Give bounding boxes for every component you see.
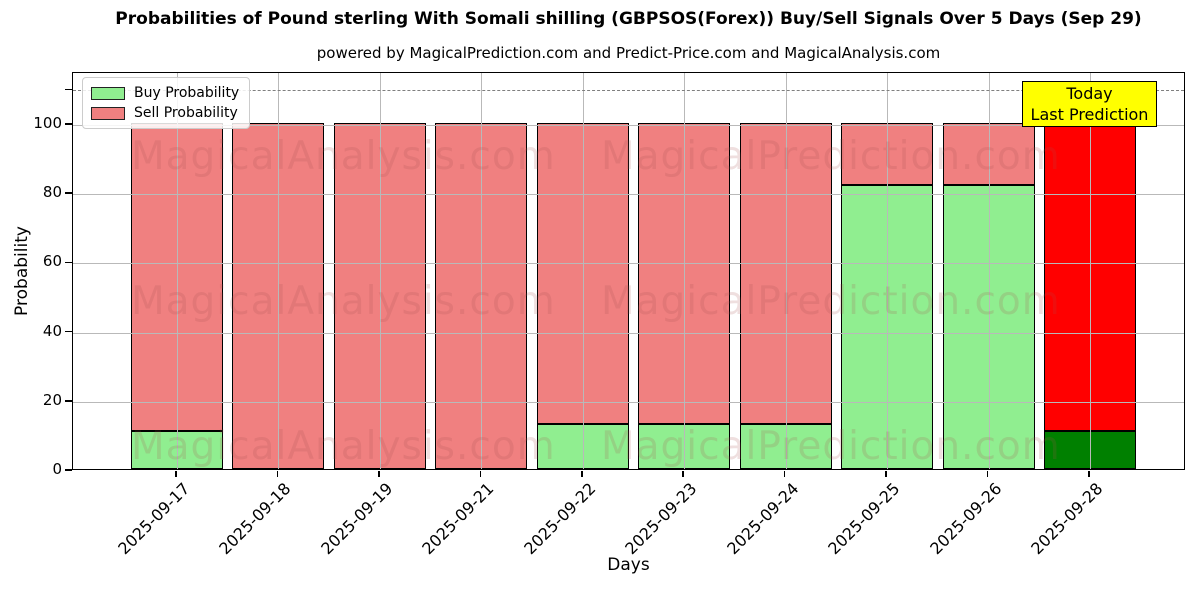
v-gridline [684,73,686,469]
legend-item-buy: Buy Probability [91,83,239,103]
x-tick-label-text: 2025-09-21 [418,479,498,559]
v-gridline [1089,73,1091,469]
v-gridline [481,73,483,469]
x-tick-label-text: 2025-09-25 [824,479,904,559]
v-gridline [582,73,584,469]
x-tick-label-text: 2025-09-26 [925,479,1005,559]
v-gridline [177,73,178,469]
y-axis-label: Probability [12,226,32,316]
y-tick-label: 40 [42,321,62,340]
watermark-text: MagicalPrediction.com [601,424,1061,469]
y-tick [65,330,72,333]
x-tick-label-text: 2025-09-19 [317,479,397,559]
legend-label-buy: Buy Probability [134,85,240,101]
plot-area: MagicalAnalysis.com MagicalPrediction.com… [72,72,1185,470]
x-tick [885,471,887,477]
watermark-text: MagicalAnalysis.com [131,134,556,179]
y-tick [65,192,72,194]
today-annotation: Today Last Prediction [1022,81,1157,127]
y-tick-label: 0 [52,460,62,478]
dashed-guideline [73,90,1184,92]
h-gridline [73,124,1184,126]
y-tick [65,469,72,471]
y-tick [65,88,72,91]
y-tick [65,400,72,402]
watermark-text: MagicalAnalysis.com [131,424,556,469]
x-tick-label-text: 2025-09-18 [215,479,295,559]
watermark-layer: MagicalAnalysis.com MagicalPrediction.com… [73,73,1184,469]
x-axis-label: Days [607,555,650,575]
y-tick-label: 60 [42,252,62,271]
h-gridline [73,332,1184,334]
x-tick [783,471,786,477]
v-gridline [887,73,889,469]
x-tick-label-text: 2025-09-17 [114,479,194,559]
x-tick [276,471,279,477]
v-gridline [785,73,787,469]
x-tick-label-text: 2025-09-28 [1027,479,1107,559]
x-tick [1088,471,1090,477]
legend: Buy Probability Sell Probability [82,77,251,129]
v-gridline [988,73,990,469]
x-tick [682,471,684,477]
today-annotation-line1: Today [1066,84,1113,103]
sell-color-swatch [91,106,125,120]
x-tick [175,471,177,477]
buy-color-swatch [91,86,125,100]
y-tick-label: 100 [33,113,62,132]
x-tick-label-text: 2025-09-22 [520,479,600,559]
today-annotation-line2: Last Prediction [1030,105,1149,124]
x-tick-label-text: 2025-09-23 [621,479,701,559]
watermark-text: MagicalPrediction.com [601,279,1061,324]
h-gridline [73,194,1184,196]
y-tick [65,123,72,125]
y-tick-label: 20 [42,390,62,409]
chart-subtitle: powered by MagicalPrediction.com and Pre… [316,44,941,62]
x-tick [986,471,989,477]
y-tick-label: 80 [42,183,62,202]
x-tick [479,471,482,477]
v-gridline [278,73,280,469]
dashed-guideline-layer [73,73,1184,469]
h-gridline [73,263,1184,265]
x-tick [581,471,583,477]
chart-title: Probabilities of Pound sterling With Som… [115,9,1142,29]
watermark-text: MagicalAnalysis.com [131,279,556,324]
x-tick [378,471,380,477]
grid-layer [73,73,1184,469]
y-tick [65,261,72,264]
legend-item-sell: Sell Probability [91,103,239,123]
legend-label-sell: Sell Probability [134,105,238,121]
watermark-text: MagicalPrediction.com [601,134,1061,179]
v-gridline [379,73,381,469]
x-tick-label-text: 2025-09-24 [722,479,803,559]
h-gridline [73,401,1184,403]
